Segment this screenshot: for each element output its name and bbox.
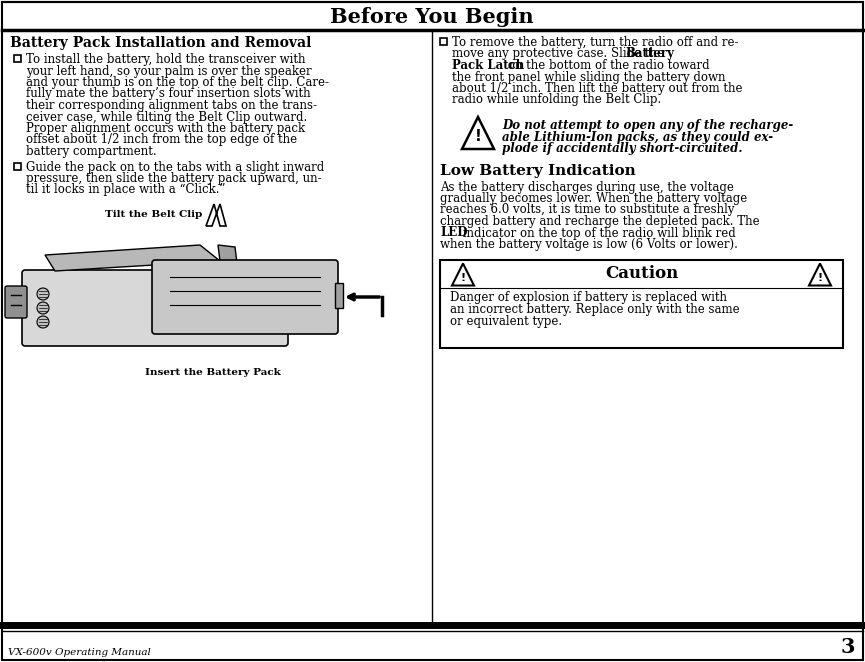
Text: ceiver case, while tilting the Belt Clip outward.: ceiver case, while tilting the Belt Clip… bbox=[26, 111, 307, 124]
Text: Proper alignment occurs with the battery pack: Proper alignment occurs with the battery… bbox=[26, 122, 305, 135]
Text: reaches 6.0 volts, it is time to substitute a freshly: reaches 6.0 volts, it is time to substit… bbox=[440, 203, 734, 216]
Text: 3: 3 bbox=[841, 637, 855, 657]
Text: battery compartment.: battery compartment. bbox=[26, 145, 157, 158]
Bar bbox=[440, 260, 843, 348]
Text: LED: LED bbox=[440, 226, 467, 240]
Text: !: ! bbox=[460, 273, 465, 283]
Text: Caution: Caution bbox=[605, 265, 678, 283]
Text: Danger of explosion if battery is replaced with: Danger of explosion if battery is replac… bbox=[450, 291, 727, 305]
Circle shape bbox=[37, 302, 49, 314]
Text: Pack Latch: Pack Latch bbox=[452, 59, 524, 72]
FancyBboxPatch shape bbox=[22, 270, 288, 346]
Text: VX-600v Operating Manual: VX-600v Operating Manual bbox=[8, 648, 151, 657]
Text: Tilt the Belt Clip: Tilt the Belt Clip bbox=[105, 210, 202, 219]
Polygon shape bbox=[218, 245, 237, 263]
Polygon shape bbox=[462, 117, 494, 149]
Text: the front panel while sliding the battery down: the front panel while sliding the batter… bbox=[452, 70, 726, 83]
Circle shape bbox=[37, 316, 49, 328]
Text: their corresponding alignment tabs on the trans-: their corresponding alignment tabs on th… bbox=[26, 99, 317, 112]
Bar bbox=[14, 55, 21, 62]
Text: !: ! bbox=[817, 273, 823, 283]
Bar bbox=[440, 38, 447, 45]
Text: !: ! bbox=[475, 129, 482, 144]
Text: your left hand, so your palm is over the speaker: your left hand, so your palm is over the… bbox=[26, 64, 311, 77]
Text: an incorrect battery. Replace only with the same: an incorrect battery. Replace only with … bbox=[450, 303, 740, 316]
Text: indicator on the top of the radio will blink red: indicator on the top of the radio will b… bbox=[459, 226, 736, 240]
Text: fully mate the battery’s four insertion slots with: fully mate the battery’s four insertion … bbox=[26, 87, 311, 101]
Bar bbox=[14, 162, 21, 169]
Text: about 1/2 inch. Then lift the battery out from the: about 1/2 inch. Then lift the battery ou… bbox=[452, 82, 742, 95]
Text: plode if accidentally short-circuited.: plode if accidentally short-circuited. bbox=[502, 142, 742, 155]
Text: gradually becomes lower. When the battery voltage: gradually becomes lower. When the batter… bbox=[440, 192, 747, 205]
Circle shape bbox=[37, 288, 49, 300]
Polygon shape bbox=[809, 263, 831, 285]
FancyBboxPatch shape bbox=[152, 260, 338, 334]
Text: Insert the Battery Pack: Insert the Battery Pack bbox=[145, 368, 281, 377]
Text: radio while unfolding the Belt Clip.: radio while unfolding the Belt Clip. bbox=[452, 93, 661, 107]
Text: charged battery and recharge the depleted pack. The: charged battery and recharge the deplete… bbox=[440, 215, 759, 228]
Text: Before You Begin: Before You Begin bbox=[330, 7, 534, 27]
Bar bbox=[335, 283, 343, 308]
Text: til it locks in place with a “Click.”: til it locks in place with a “Click.” bbox=[26, 183, 226, 197]
Text: able Lithium-Ion packs, as they could ex-: able Lithium-Ion packs, as they could ex… bbox=[502, 130, 773, 144]
Polygon shape bbox=[452, 263, 474, 285]
Text: and your thumb is on the top of the belt clip. Care-: and your thumb is on the top of the belt… bbox=[26, 76, 329, 89]
Text: To install the battery, hold the transceiver with: To install the battery, hold the transce… bbox=[26, 53, 305, 66]
Text: move any protective case. Slide the: move any protective case. Slide the bbox=[452, 48, 668, 60]
Text: when the battery voltage is low (6 Volts or lower).: when the battery voltage is low (6 Volts… bbox=[440, 238, 738, 251]
Text: on the bottom of the radio toward: on the bottom of the radio toward bbox=[504, 59, 710, 72]
Polygon shape bbox=[45, 245, 220, 271]
Text: Low Battery Indication: Low Battery Indication bbox=[440, 164, 636, 177]
FancyBboxPatch shape bbox=[5, 286, 27, 318]
Text: As the battery discharges during use, the voltage: As the battery discharges during use, th… bbox=[440, 181, 734, 193]
Text: Guide the pack on to the tabs with a slight inward: Guide the pack on to the tabs with a sli… bbox=[26, 160, 324, 173]
Text: Battery Pack Installation and Removal: Battery Pack Installation and Removal bbox=[10, 36, 311, 50]
Text: Do not attempt to open any of the recharge-: Do not attempt to open any of the rechar… bbox=[502, 119, 793, 132]
Text: or equivalent type.: or equivalent type. bbox=[450, 314, 562, 328]
Polygon shape bbox=[206, 204, 226, 226]
Text: pressure, then slide the battery pack upward, un-: pressure, then slide the battery pack up… bbox=[26, 172, 322, 185]
Text: Battery: Battery bbox=[625, 48, 675, 60]
Text: offset about 1/2 inch from the top edge of the: offset about 1/2 inch from the top edge … bbox=[26, 134, 297, 146]
Text: To remove the battery, turn the radio off and re-: To remove the battery, turn the radio of… bbox=[452, 36, 739, 49]
